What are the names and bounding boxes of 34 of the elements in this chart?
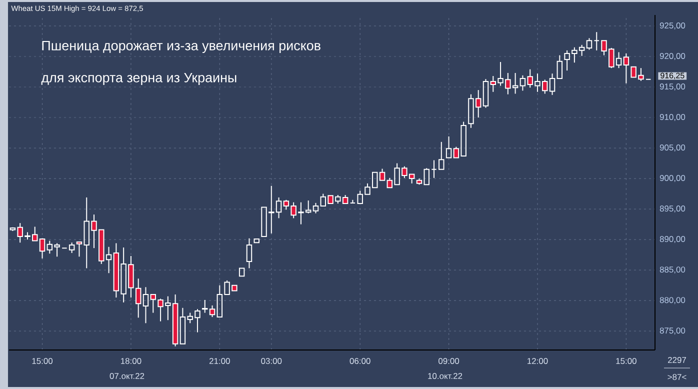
x-tick-label: 06:00 — [350, 358, 370, 364]
y-tick-label: 875,00 — [660, 328, 686, 335]
text: 07.окт.22 — [110, 373, 144, 379]
x-tick-label: 03:00 — [261, 358, 282, 364]
y-tick-label: 920,00 — [660, 53, 686, 60]
text: 10.окт.22 — [428, 373, 462, 379]
text: для экспорта зерна из Украины — [41, 72, 236, 86]
text: >87< — [668, 374, 686, 380]
candlestick — [446, 136, 452, 158]
x-tick-label: 15:00 — [32, 358, 53, 364]
y-tick-label: 910,00 — [660, 114, 686, 122]
y-tick-label: 925,00 — [660, 22, 686, 30]
text: Пшеница дорожает из-за увеличения рисков — [42, 40, 320, 54]
x-tick-label: 12:00 — [528, 358, 548, 364]
candlestick — [202, 299, 208, 314]
candlestick — [438, 141, 444, 170]
candlestick — [431, 160, 437, 178]
candlestick — [254, 238, 260, 244]
x-tick-label: 15:00 — [616, 358, 636, 364]
text: 2297 — [668, 357, 686, 363]
y-tick-label: 895,00 — [660, 206, 686, 213]
x-tick-label: 21:00 — [209, 358, 230, 364]
candlestick — [142, 286, 149, 324]
candlestick — [556, 54, 563, 79]
y-tick-label: 905,00 — [660, 144, 686, 152]
y-tick-label: 915,00 — [660, 84, 686, 90]
y-tick-label: 880,00 — [660, 297, 686, 304]
x-tick-label: 18:00 — [121, 358, 142, 364]
y-tick-label: 900,00 — [660, 175, 686, 182]
candlestick — [238, 268, 245, 277]
y-tick-label: 885,00 — [660, 266, 686, 274]
candlestick — [594, 32, 600, 51]
x-tick-label: 09:00 — [438, 358, 460, 364]
y-tick-label: 890,00 — [660, 236, 686, 244]
